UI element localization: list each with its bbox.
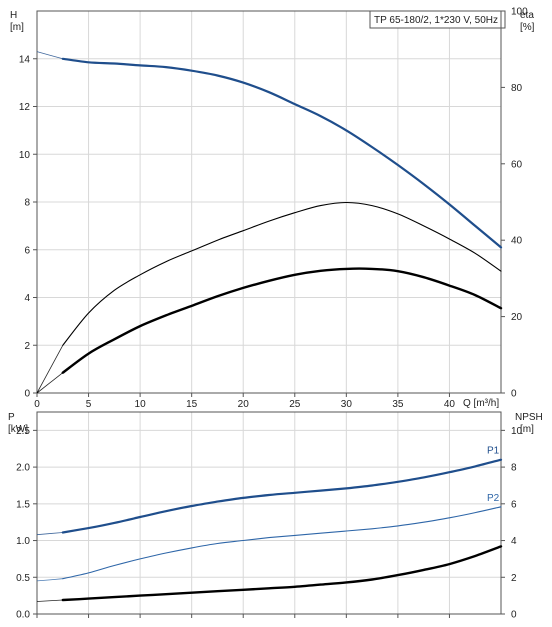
y-right-tick-label: 0 [511,610,517,621]
series-curve-3 [36,267,503,394]
x-tick-label: 5 [86,399,92,410]
y-left-label-bottom: P [8,412,15,423]
y-right-tick-label: 10 [511,426,523,437]
x-tick-label: 10 [135,399,147,410]
y-left-tick-label: 8 [24,198,30,209]
y-right-tick-label: 40 [511,236,523,247]
y-left-tick-label: 2 [24,341,30,352]
plot-frame [36,411,502,615]
series-line [61,267,503,374]
series-curve-3 [36,545,503,602]
y-right-unit-bottom: [m] [520,424,534,435]
y-right-tick-label: 4 [511,536,517,547]
y-right-tick-label: 100 [511,7,528,18]
y-left-tick-label: 0.5 [16,573,30,584]
grid [37,11,501,393]
y-right-unit: [%] [520,22,535,33]
y-right-tick-label: 6 [511,499,517,510]
y-right-tick-label: 20 [511,312,523,323]
series-line [62,201,502,346]
series-curve-1 [36,51,503,249]
y-right-label: eta [520,10,534,21]
series-p2: P2 [36,493,502,582]
y-left-unit-bottom: [kW] [8,424,28,435]
y-left-tick-label: 1.5 [16,499,30,510]
series-label: P1 [487,446,500,457]
series-line [61,545,503,602]
series-curve-2 [36,201,502,394]
y-left-unit: [m] [10,22,24,33]
series-extension [36,578,63,582]
y-left-tick-label: 14 [19,54,31,65]
grid [37,412,501,614]
x-tick-label: 25 [289,399,301,410]
y-right-tick-label: 8 [511,463,517,474]
series-label: P2 [487,493,500,504]
series-line [62,506,502,580]
y-left-tick-label: 2.0 [16,463,30,474]
y-left-tick-label: 10 [19,150,31,161]
y-left-tick-label: 0 [24,389,30,400]
x-tick-label: 20 [238,399,250,410]
y-left-tick-label: 6 [24,245,30,256]
y-right-tick-label: 60 [511,159,523,170]
series-extension [36,372,64,394]
series-extension [36,51,63,60]
y-left-label: H [10,10,17,21]
x-tick-label: 30 [341,399,353,410]
series-line [61,458,503,534]
y-right-tick-label: 0 [511,389,517,400]
series-extension [36,599,63,602]
series-extension [36,532,63,536]
x-axis-label: Q [m³/h] [463,398,499,409]
x-tick-label: 0 [34,399,40,410]
y-left-tick-label: 0.0 [16,610,30,621]
y-right-label-bottom: NPSH [515,412,543,423]
chart-title: TP 65-180/2, 1*230 V, 50Hz [374,15,498,26]
x-tick-label: 40 [444,399,456,410]
y-left-tick-label: 2.5 [16,426,30,437]
series-p1: P1 [36,446,503,536]
head-efficiency-chart: TP 65-180/2, 1*230 V, 50Hz H [m] eta [%]… [10,7,535,411]
y-right-tick-label: 2 [511,573,517,584]
y-left-tick-label: 1.0 [16,536,30,547]
y-left-tick-label: 4 [24,293,30,304]
y-right-tick-label: 80 [511,83,523,94]
power-npsh-chart: P [kW] NPSH [m] 0.0 0.5 1.0 1.5 2.0 2.5 0 2 4 6 8 1… [8,411,543,621]
x-tick-label: 35 [392,399,404,410]
y-left-tick-label: 12 [19,102,31,113]
series-line [61,57,503,249]
x-tick-label: 15 [186,399,198,410]
series-extension [36,345,64,394]
